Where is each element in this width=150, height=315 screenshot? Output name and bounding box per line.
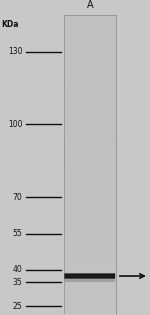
Bar bbox=[64, 127, 116, 135]
Bar bbox=[64, 261, 116, 269]
Bar bbox=[65, 279, 115, 282]
Bar bbox=[64, 67, 116, 75]
Text: KDa: KDa bbox=[1, 20, 19, 29]
Bar bbox=[64, 97, 116, 105]
Text: A: A bbox=[86, 1, 93, 10]
Bar bbox=[64, 83, 116, 90]
Bar bbox=[64, 120, 116, 127]
Bar bbox=[64, 217, 116, 224]
Bar bbox=[64, 30, 116, 38]
Bar bbox=[64, 150, 116, 157]
Bar bbox=[64, 239, 116, 247]
Bar bbox=[64, 135, 116, 142]
Text: 100: 100 bbox=[8, 120, 22, 129]
Text: 130: 130 bbox=[8, 47, 22, 56]
Bar bbox=[64, 45, 116, 53]
Bar bbox=[64, 209, 116, 217]
Bar bbox=[64, 299, 116, 306]
Text: 55: 55 bbox=[13, 229, 22, 238]
Text: 25: 25 bbox=[13, 302, 22, 311]
FancyBboxPatch shape bbox=[64, 273, 115, 279]
Bar bbox=[64, 157, 116, 164]
Bar bbox=[64, 90, 116, 97]
Bar bbox=[64, 247, 116, 254]
Bar bbox=[64, 75, 116, 83]
Bar bbox=[64, 269, 116, 276]
Bar bbox=[64, 179, 116, 187]
Bar bbox=[64, 276, 116, 284]
Bar bbox=[64, 172, 116, 179]
Bar bbox=[64, 15, 116, 23]
Bar bbox=[64, 164, 116, 172]
Bar bbox=[64, 232, 116, 239]
Bar bbox=[64, 187, 116, 194]
Bar bbox=[64, 224, 116, 232]
Bar bbox=[64, 291, 116, 299]
Bar bbox=[64, 112, 116, 120]
Bar bbox=[64, 194, 116, 202]
Bar bbox=[64, 15, 116, 314]
Bar bbox=[64, 60, 116, 67]
Bar bbox=[64, 306, 116, 314]
Bar bbox=[64, 254, 116, 261]
Bar bbox=[64, 38, 116, 45]
Bar bbox=[64, 284, 116, 291]
Bar bbox=[64, 202, 116, 209]
Text: 70: 70 bbox=[13, 193, 22, 202]
Bar bbox=[64, 105, 116, 112]
Bar bbox=[64, 142, 116, 150]
Text: 40: 40 bbox=[13, 266, 22, 274]
Bar bbox=[64, 23, 116, 30]
Bar bbox=[64, 53, 116, 60]
Text: 35: 35 bbox=[13, 278, 22, 287]
